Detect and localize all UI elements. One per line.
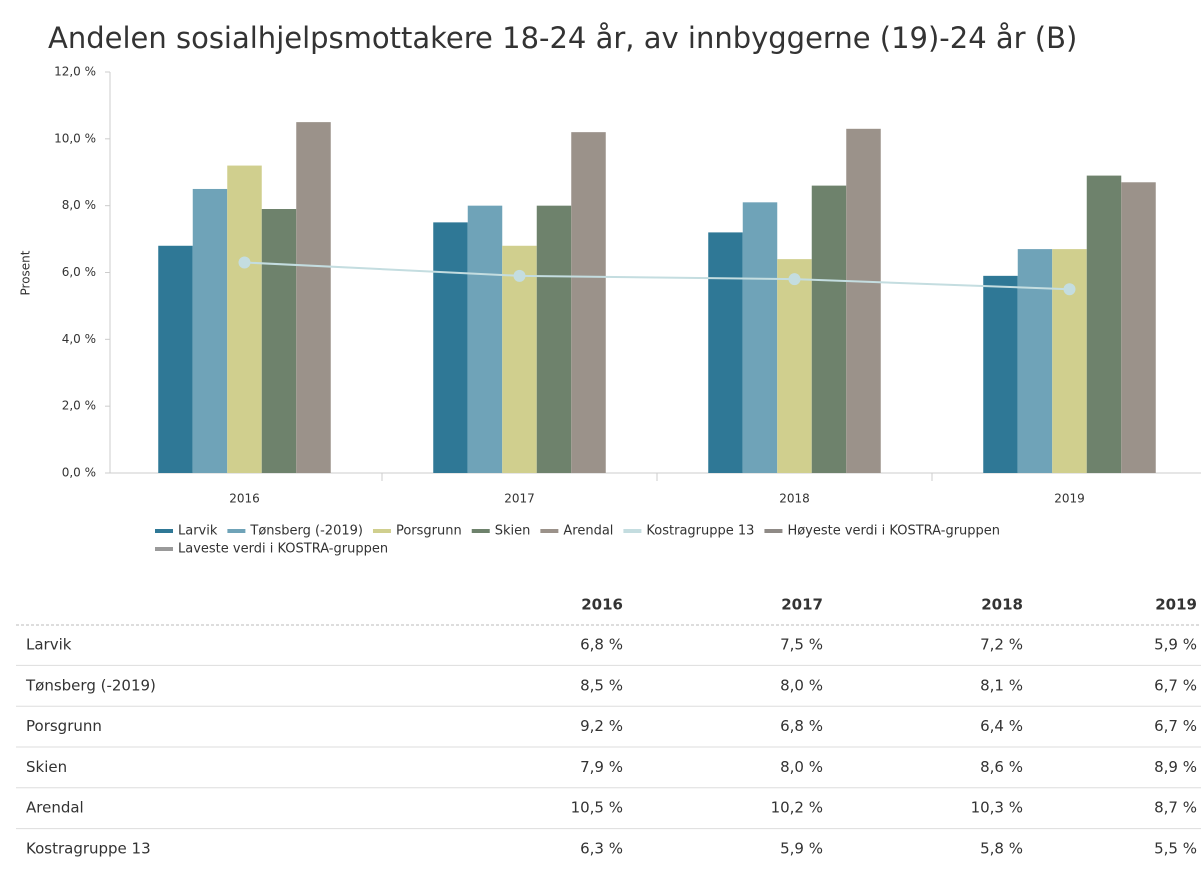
row-label: Tønsberg (-2019) bbox=[25, 676, 156, 694]
x-tick-label: 2019 bbox=[1054, 492, 1085, 506]
line-marker bbox=[513, 269, 526, 282]
table-cell: 10,2 % bbox=[771, 799, 823, 817]
legend-label: Porsgrunn bbox=[396, 524, 462, 539]
x-tick-label: 2016 bbox=[229, 492, 260, 506]
bar bbox=[1052, 249, 1087, 473]
table-cell: 8,7 % bbox=[1154, 799, 1197, 817]
table-cell: 8,5 % bbox=[580, 676, 623, 694]
bar bbox=[261, 209, 297, 473]
y-tick-label: 10,0 % bbox=[54, 131, 96, 145]
legend-label: Larvik bbox=[178, 524, 218, 539]
bar bbox=[1086, 175, 1122, 473]
bar bbox=[433, 222, 468, 473]
bar bbox=[811, 185, 847, 473]
table-cell: 7,9 % bbox=[580, 758, 623, 776]
table-cell: 8,1 % bbox=[980, 676, 1023, 694]
row-label: Porsgrunn bbox=[26, 717, 102, 735]
line-marker bbox=[238, 256, 251, 269]
bar bbox=[227, 165, 262, 474]
y-tick-label: 2,0 % bbox=[62, 399, 96, 413]
bar bbox=[1017, 249, 1053, 473]
table-header: 2018 bbox=[981, 596, 1023, 614]
bar bbox=[502, 245, 537, 473]
line-marker bbox=[1063, 283, 1076, 296]
table-cell: 8,0 % bbox=[780, 758, 823, 776]
table-header: 2017 bbox=[781, 596, 823, 614]
table-cell: 6,7 % bbox=[1154, 717, 1197, 735]
x-tick-label: 2018 bbox=[779, 492, 810, 506]
row-label: Skien bbox=[26, 758, 67, 776]
table-cell: 8,9 % bbox=[1154, 758, 1197, 776]
y-axis-label: Prosent bbox=[19, 250, 33, 295]
bar bbox=[296, 122, 331, 473]
table-cell: 5,5 % bbox=[1154, 840, 1197, 858]
table-cell: 6,4 % bbox=[980, 717, 1023, 735]
y-tick-label: 0,0 % bbox=[62, 466, 96, 480]
legend-label: Laveste verdi i KOSTRA-gruppen bbox=[178, 542, 388, 557]
row-label: Kostragruppe 13 bbox=[26, 840, 151, 858]
bar bbox=[742, 202, 778, 473]
bar bbox=[708, 232, 743, 473]
y-tick-label: 4,0 % bbox=[62, 332, 96, 346]
table-cell: 7,5 % bbox=[780, 636, 823, 654]
bar bbox=[983, 275, 1018, 473]
table-header: 2016 bbox=[581, 596, 623, 614]
row-label: Larvik bbox=[26, 636, 72, 654]
row-label: Arendal bbox=[26, 799, 84, 817]
chart-title: Andelen sosialhjelpsmottakere 18-24 år, … bbox=[48, 21, 1077, 55]
table-cell: 6,3 % bbox=[580, 840, 623, 858]
y-tick-label: 6,0 % bbox=[62, 265, 96, 279]
table-cell: 8,6 % bbox=[980, 758, 1023, 776]
legend-label: Kostragruppe 13 bbox=[646, 524, 754, 539]
table-cell: 5,9 % bbox=[780, 840, 823, 858]
bar bbox=[467, 205, 503, 473]
bar bbox=[536, 205, 572, 473]
table-header: 2019 bbox=[1155, 596, 1197, 614]
legend-label: Arendal bbox=[563, 524, 613, 539]
table-cell: 10,3 % bbox=[971, 799, 1023, 817]
table-cell: 8,0 % bbox=[780, 676, 823, 694]
legend-label: Skien bbox=[495, 524, 531, 539]
line bbox=[244, 261, 1070, 291]
table-cell: 9,2 % bbox=[580, 717, 623, 735]
table-cell: 7,2 % bbox=[980, 636, 1023, 654]
table-cell: 10,5 % bbox=[571, 799, 623, 817]
x-tick-label: 2017 bbox=[504, 492, 535, 506]
bar bbox=[1121, 182, 1156, 473]
bar bbox=[192, 188, 228, 474]
legend-label: Høyeste verdi i KOSTRA-gruppen bbox=[787, 524, 1000, 539]
bar bbox=[158, 245, 193, 473]
table-cell: 5,8 % bbox=[980, 840, 1023, 858]
table-cell: 5,9 % bbox=[1154, 636, 1197, 654]
table-cell: 6,8 % bbox=[780, 717, 823, 735]
y-tick-label: 12,0 % bbox=[54, 65, 96, 79]
legend-label: Tønsberg (-2019) bbox=[249, 524, 363, 539]
table-cell: 6,8 % bbox=[580, 636, 623, 654]
y-tick-label: 8,0 % bbox=[62, 198, 96, 212]
bar bbox=[777, 259, 812, 473]
bar bbox=[846, 128, 881, 473]
bar bbox=[571, 132, 606, 473]
table-cell: 6,7 % bbox=[1154, 676, 1197, 694]
line-marker bbox=[788, 273, 801, 286]
